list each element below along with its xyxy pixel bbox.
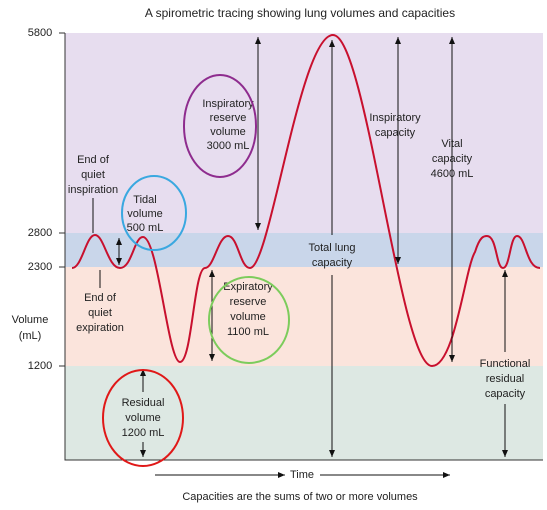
label: capacity (432, 153, 473, 165)
band-irv (65, 33, 543, 233)
band-erv (65, 267, 543, 366)
label: quiet (81, 169, 105, 181)
label: expiration (76, 322, 124, 334)
label: 1200 mL (122, 427, 165, 439)
highlight-circles (102, 74, 290, 467)
label: residual (486, 373, 525, 385)
label: volume (210, 126, 245, 138)
label: volume (125, 412, 160, 424)
label: volume (230, 311, 265, 323)
label: Functional (480, 358, 531, 370)
label: 3000 mL (207, 140, 250, 152)
label: capacity (375, 127, 416, 139)
label: reserve (210, 112, 247, 124)
label: 500 mL (127, 222, 164, 234)
y-axis-label: (mL) (19, 330, 42, 342)
axes (64, 33, 543, 461)
label: 4600 mL (431, 168, 474, 180)
label: Residual (122, 397, 165, 409)
label: End of (77, 154, 110, 166)
label: 1100 mL (227, 326, 269, 338)
y-tick-label: 2800 (28, 227, 52, 239)
label: capacity (312, 257, 353, 269)
label: volume (127, 208, 162, 220)
band-rv (65, 366, 543, 460)
y-ticks (59, 32, 65, 367)
caption: Capacities are the sums of two or more v… (182, 491, 418, 503)
label: Expiratory (223, 281, 273, 293)
y-tick-label: 1200 (28, 360, 52, 372)
label: Inspiratory (369, 112, 421, 124)
annotations: End of quiet inspiration Tidal volume 50… (68, 98, 530, 439)
y-tick-label: 5800 (28, 27, 52, 39)
label: End of (84, 292, 117, 304)
label: Vital (441, 138, 462, 150)
title: A spirometric tracing showing lung volum… (145, 6, 455, 20)
tracing (71, 33, 541, 368)
label: quiet (88, 307, 112, 319)
label: Total lung (308, 242, 355, 254)
label: Tidal (133, 194, 156, 206)
label: reserve (230, 296, 267, 308)
y-tick-label: 2300 (28, 261, 52, 273)
label: Inspiratory (202, 98, 254, 110)
x-axis-label: Time (290, 469, 314, 481)
y-axis-label: Volume (12, 314, 49, 326)
label: capacity (485, 388, 526, 400)
label: inspiration (68, 184, 118, 196)
arrows (92, 37, 508, 478)
